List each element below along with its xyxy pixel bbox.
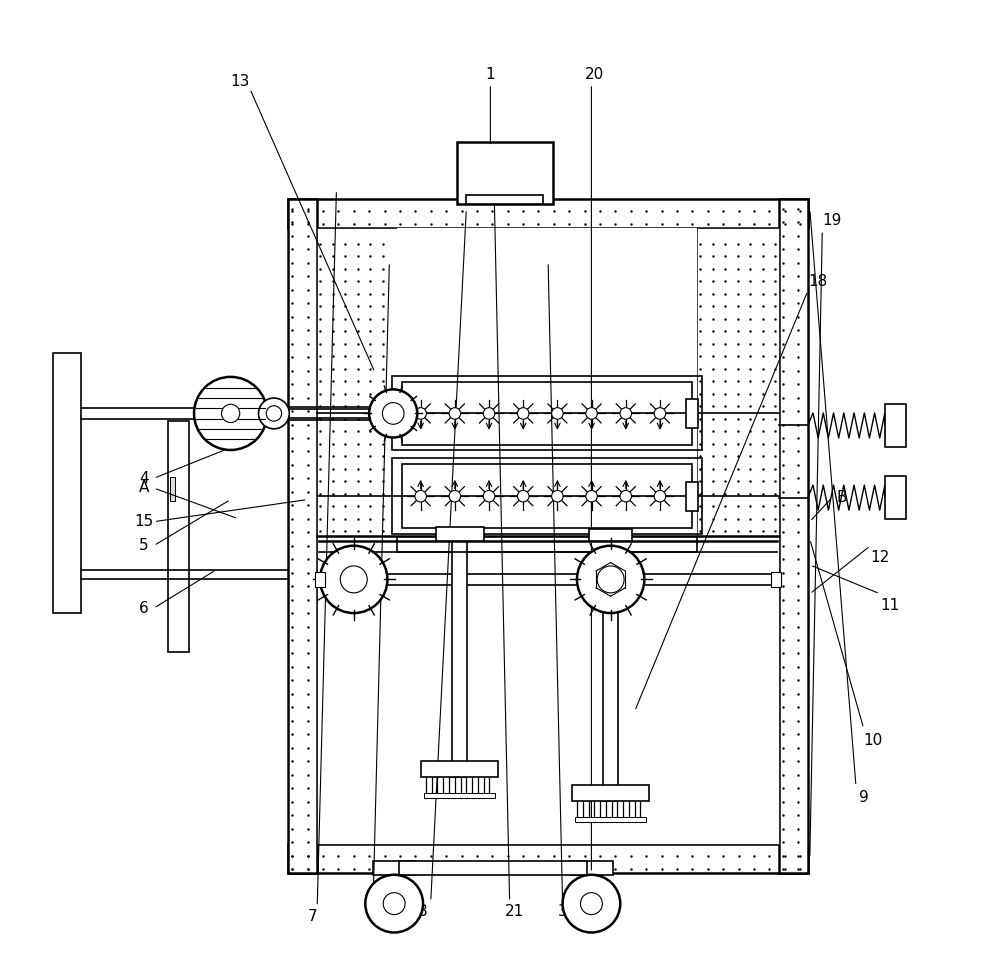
Circle shape	[266, 406, 282, 421]
Circle shape	[580, 893, 602, 915]
Text: 11: 11	[880, 598, 899, 613]
Bar	[572, 786, 649, 800]
Bar	[603, 612, 618, 800]
Text: 18: 18	[808, 273, 827, 289]
Bar	[170, 477, 175, 502]
Circle shape	[449, 408, 461, 420]
Circle shape	[383, 893, 405, 915]
Text: 20: 20	[585, 66, 604, 82]
Circle shape	[221, 404, 240, 423]
Circle shape	[597, 566, 624, 592]
Circle shape	[517, 490, 529, 502]
Bar	[288, 199, 317, 873]
Text: 10: 10	[864, 733, 883, 748]
Circle shape	[340, 566, 367, 592]
Text: 1: 1	[486, 66, 495, 82]
Circle shape	[483, 408, 495, 420]
Circle shape	[320, 546, 387, 613]
Bar	[373, 861, 415, 874]
Bar	[457, 142, 553, 204]
Bar	[686, 399, 698, 427]
Text: 13: 13	[231, 74, 250, 90]
Circle shape	[586, 408, 597, 420]
Circle shape	[194, 377, 267, 450]
Bar	[570, 861, 613, 874]
Circle shape	[415, 408, 426, 420]
Bar	[402, 464, 692, 528]
Text: 12: 12	[870, 549, 890, 565]
Circle shape	[552, 408, 563, 420]
Text: 21: 21	[505, 904, 524, 918]
Text: 2: 2	[368, 909, 378, 923]
Circle shape	[654, 408, 666, 420]
Circle shape	[415, 490, 426, 502]
Bar	[402, 383, 692, 445]
Bar	[315, 572, 325, 588]
Circle shape	[382, 403, 404, 425]
Circle shape	[517, 408, 529, 420]
Circle shape	[654, 490, 666, 502]
Circle shape	[620, 490, 632, 502]
Bar	[392, 458, 702, 534]
Bar	[288, 844, 808, 873]
Circle shape	[483, 490, 495, 502]
Bar	[779, 199, 808, 873]
Bar	[452, 536, 467, 777]
Bar	[421, 761, 498, 777]
Circle shape	[620, 408, 632, 420]
Circle shape	[586, 490, 597, 502]
Bar	[399, 861, 587, 874]
Text: 7: 7	[308, 909, 317, 923]
Text: 15: 15	[134, 514, 154, 529]
Bar	[885, 404, 906, 447]
Bar	[436, 527, 484, 541]
Bar	[686, 482, 698, 510]
Bar	[771, 572, 781, 588]
Bar	[168, 421, 189, 652]
Bar	[317, 228, 779, 844]
Circle shape	[369, 389, 417, 437]
Circle shape	[552, 490, 563, 502]
Bar	[317, 228, 397, 536]
Text: 9: 9	[859, 791, 869, 805]
Bar	[397, 537, 697, 552]
Bar	[424, 793, 495, 797]
Bar	[589, 529, 632, 541]
Bar	[575, 817, 646, 822]
Circle shape	[563, 874, 620, 932]
Text: 19: 19	[822, 213, 842, 228]
Text: 5: 5	[139, 538, 149, 553]
Text: A: A	[139, 480, 149, 496]
Bar	[288, 199, 808, 228]
Text: 8: 8	[418, 904, 428, 918]
Circle shape	[365, 874, 423, 932]
Bar	[397, 228, 697, 536]
Bar	[697, 228, 779, 536]
Circle shape	[449, 490, 461, 502]
Circle shape	[259, 398, 289, 428]
Text: 3: 3	[558, 904, 567, 918]
Text: 4: 4	[139, 470, 149, 486]
Bar	[392, 377, 702, 451]
Bar	[53, 353, 81, 613]
Text: B: B	[836, 490, 847, 506]
Text: 6: 6	[139, 601, 149, 616]
Bar	[885, 476, 906, 519]
Circle shape	[577, 546, 644, 613]
Bar	[466, 194, 543, 204]
